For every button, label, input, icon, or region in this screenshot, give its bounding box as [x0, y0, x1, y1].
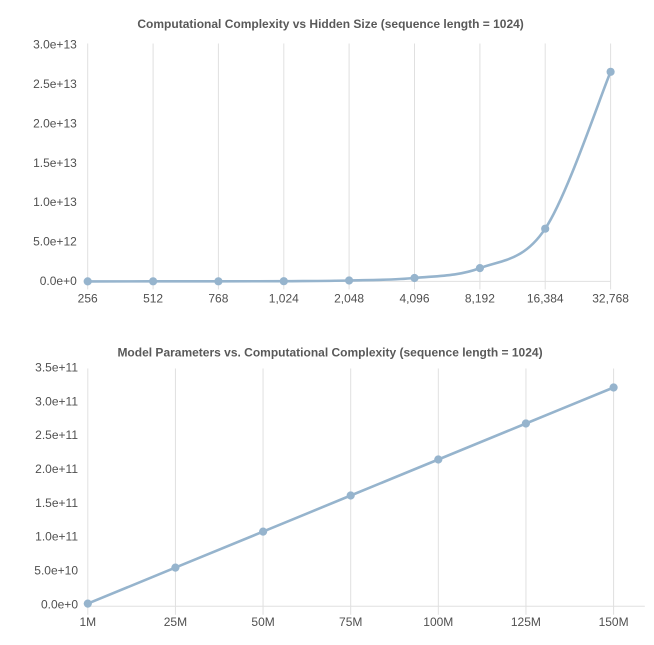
svg-text:16,384: 16,384 — [527, 292, 564, 306]
svg-text:3.0e+13: 3.0e+13 — [33, 38, 77, 52]
svg-text:25M: 25M — [164, 615, 187, 629]
svg-text:2.5e+11: 2.5e+11 — [35, 428, 78, 442]
svg-text:50M: 50M — [251, 615, 274, 629]
svg-text:Computational Complexity vs Hi: Computational Complexity vs Hidden Size … — [137, 17, 523, 31]
svg-text:1,024: 1,024 — [269, 292, 299, 306]
svg-text:3.5e+11: 3.5e+11 — [35, 361, 78, 375]
svg-text:2.0e+11: 2.0e+11 — [35, 462, 78, 476]
svg-text:4,096: 4,096 — [399, 292, 429, 306]
svg-text:75M: 75M — [339, 615, 362, 629]
svg-text:32,768: 32,768 — [592, 292, 629, 306]
svg-text:0.0e+0: 0.0e+0 — [40, 274, 77, 288]
svg-text:125M: 125M — [511, 615, 541, 629]
svg-text:1.0e+13: 1.0e+13 — [33, 195, 77, 209]
svg-text:1.5e+13: 1.5e+13 — [33, 156, 77, 170]
svg-text:1M: 1M — [79, 615, 96, 629]
svg-text:2,048: 2,048 — [334, 292, 364, 306]
svg-text:1.0e+11: 1.0e+11 — [35, 530, 78, 544]
svg-text:3.0e+11: 3.0e+11 — [35, 394, 78, 408]
svg-text:768: 768 — [208, 292, 228, 306]
svg-text:150M: 150M — [599, 615, 629, 629]
svg-text:2.5e+13: 2.5e+13 — [33, 77, 77, 91]
svg-text:256: 256 — [78, 292, 98, 306]
svg-text:100M: 100M — [423, 615, 453, 629]
svg-text:0.0e+0: 0.0e+0 — [41, 597, 78, 611]
svg-text:512: 512 — [143, 292, 163, 306]
svg-text:2.0e+13: 2.0e+13 — [33, 116, 77, 130]
svg-text:5.0e+12: 5.0e+12 — [33, 235, 77, 249]
svg-text:8,192: 8,192 — [465, 292, 495, 306]
svg-text:1.5e+11: 1.5e+11 — [35, 496, 78, 510]
svg-text:Model Parameters vs. Computati: Model Parameters vs. Computational Compl… — [117, 346, 542, 360]
svg-text:5.0e+10: 5.0e+10 — [34, 564, 78, 578]
